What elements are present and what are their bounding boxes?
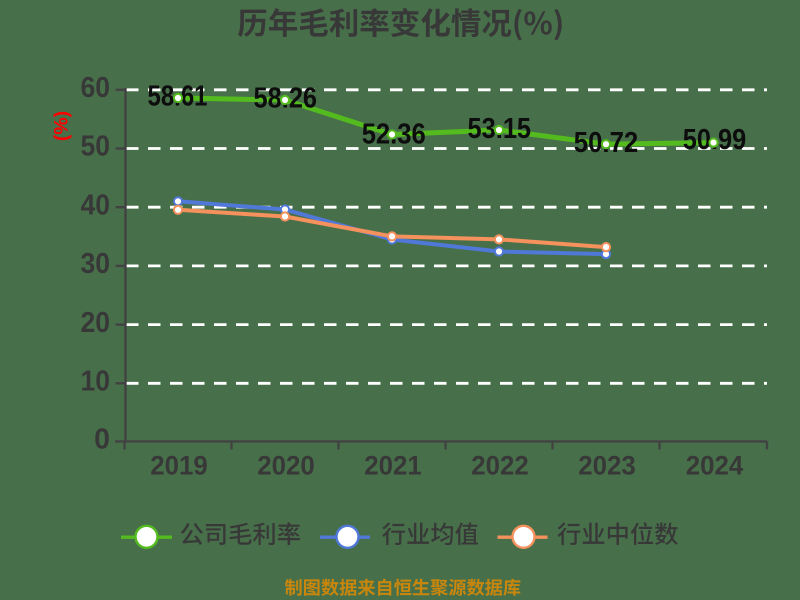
svg-text:2021: 2021 [364, 451, 422, 481]
svg-text:40: 40 [81, 189, 111, 221]
svg-text:20: 20 [81, 307, 111, 339]
svg-text:2020: 2020 [257, 451, 315, 481]
svg-text:2022: 2022 [471, 451, 529, 481]
svg-text:60: 60 [81, 72, 111, 104]
svg-text:0: 0 [94, 424, 110, 456]
svg-text:10: 10 [81, 366, 111, 398]
svg-text:50: 50 [81, 131, 111, 163]
svg-text:2019: 2019 [150, 451, 208, 481]
svg-text:30: 30 [81, 248, 111, 280]
svg-text:2024: 2024 [686, 451, 744, 481]
svg-text:2023: 2023 [578, 451, 636, 481]
svg-text:(%): (%) [51, 111, 73, 141]
